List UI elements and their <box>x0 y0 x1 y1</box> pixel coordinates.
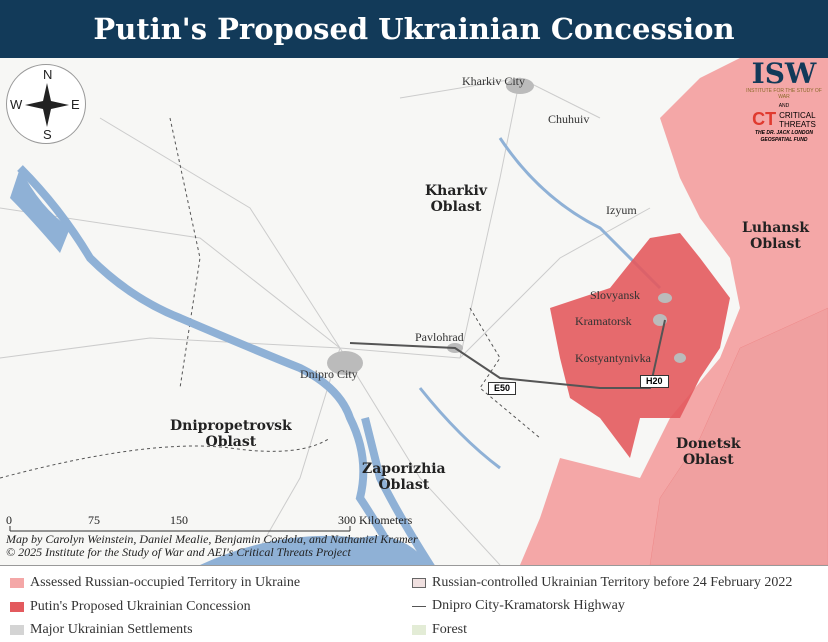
city-label: Chuhuiv <box>548 112 590 126</box>
legend-label: Putin's Proposed Ukrainian Concession <box>30 599 251 614</box>
legend-item: Assessed Russian-occupied Territory in U… <box>10 575 300 591</box>
legend-swatch <box>412 578 426 588</box>
legend-swatch <box>412 605 426 607</box>
map-area: N S E W ISW INSTITUTE FOR THE STUDY OF W… <box>0 58 828 565</box>
compass-east: E <box>71 97 80 112</box>
legend-label: Forest <box>432 622 467 637</box>
legend-item: Putin's Proposed Ukrainian Concession <box>10 599 251 615</box>
map-base <box>0 58 828 565</box>
legend-item: Forest <box>412 622 467 638</box>
pre-2022-occupied <box>649 307 828 565</box>
copyright-line: © 2025 Institute for the Study of War an… <box>6 545 351 559</box>
scale-label: 75 <box>88 513 100 527</box>
compass-star-icon <box>25 83 69 127</box>
city-label: Kostyantynivka <box>575 351 651 365</box>
city-label: Izyum <box>606 203 637 217</box>
scale-label: 0 <box>6 513 12 527</box>
road-label-e50: E50 <box>488 382 517 395</box>
credits: Map by Carolyn Weinstein, Daniel Mealie,… <box>6 533 418 559</box>
city-label: Slovyansk <box>590 288 641 302</box>
credit-line: Map by Carolyn Weinstein, Daniel Mealie,… <box>6 532 418 546</box>
compass-north: N <box>43 67 53 82</box>
oblast-label-kharkiv: Kharkiv Oblast <box>425 183 487 215</box>
oblast-word: Oblast <box>682 452 734 468</box>
oblast-word: Oblast <box>430 199 482 215</box>
oblast-name: Luhansk <box>742 220 810 236</box>
oblast-borders <box>0 117 541 479</box>
legend-item: Dnipro City-Kramatorsk Highway <box>412 598 625 614</box>
road-label-h20: H20 <box>640 375 669 388</box>
legend-swatch <box>10 602 24 612</box>
scale-label: 150 <box>170 513 188 527</box>
oblast-label-dnipropetrovsk: Dnipropetrovsk Oblast <box>170 418 292 450</box>
oblast-name: Dnipropetrovsk <box>170 418 292 434</box>
legend-label: Dnipro City-Kramatorsk Highway <box>432 598 625 613</box>
city-label: Kharkiv City <box>462 74 525 88</box>
reservoir <box>10 168 70 253</box>
oblast-word: Oblast <box>378 477 430 493</box>
legend-label: Russian-controlled Ukrainian Territory b… <box>432 575 793 590</box>
ct-logo: CT CRITICAL THREATS <box>752 109 816 129</box>
oblast-word: Oblast <box>205 434 257 450</box>
compass-west: W <box>10 97 23 112</box>
legend-swatch <box>10 625 24 635</box>
legend-swatch <box>10 578 24 588</box>
oblast-name: Donetsk <box>676 436 741 452</box>
kakhovka-reservoir <box>200 535 430 565</box>
oblast-name: Kharkiv <box>425 183 487 199</box>
legend-swatch <box>412 625 426 635</box>
compass-south: S <box>43 127 52 142</box>
oblast-label-zaporizhia: Zaporizhia Oblast <box>362 461 446 493</box>
proposed-concession <box>550 233 730 458</box>
legend-item: Major Ukrainian Settlements <box>10 622 193 638</box>
legend-label: Assessed Russian-occupied Territory in U… <box>30 575 301 590</box>
scale-bar <box>9 526 351 532</box>
legend: Assessed Russian-occupied Territory in U… <box>0 565 828 642</box>
scale-label: 300 Kilometers <box>338 513 413 527</box>
city-label: Dnipro City <box>300 367 358 381</box>
oblast-label-luhansk: Luhansk Oblast <box>742 220 809 252</box>
isw-logo: ISW <box>751 58 817 90</box>
logos: ISW INSTITUTE FOR THE STUDY OF WAR AND C… <box>740 60 828 144</box>
compass-rose: N S E W <box>6 64 86 144</box>
oblast-name: Zaporizhia <box>362 461 446 477</box>
oblast-label-donetsk: Donetsk Oblast <box>676 436 741 468</box>
city-label: Kramatorsk <box>575 314 632 328</box>
oblast-word: Oblast <box>750 236 801 252</box>
dnipro-river <box>17 165 435 565</box>
legend-label: Major Ukrainian Settlements <box>30 622 193 637</box>
map-title: Putin's Proposed Ukrainian Concession <box>0 0 828 58</box>
legend-item: Russian-controlled Ukrainian Territory b… <box>412 575 792 591</box>
city-label: Pavlohrad <box>415 330 464 344</box>
